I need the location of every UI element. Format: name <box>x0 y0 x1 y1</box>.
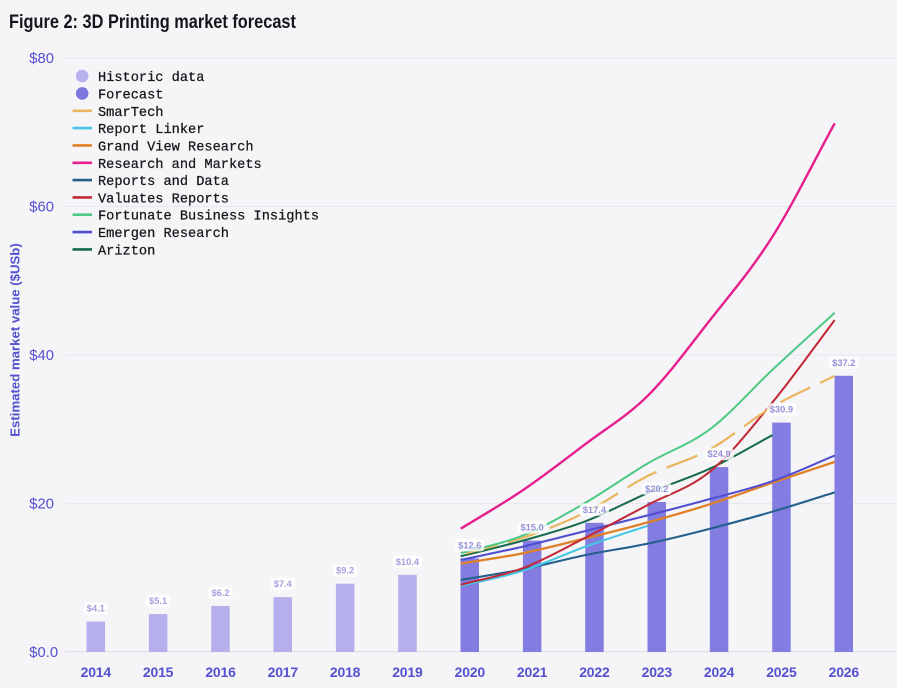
svg-text:Report Linker: Report Linker <box>98 123 204 138</box>
svg-text:Arizton: Arizton <box>98 244 155 259</box>
svg-text:Historic data: Historic data <box>98 71 204 86</box>
svg-text:2017: 2017 <box>268 664 299 680</box>
svg-text:2021: 2021 <box>517 664 548 680</box>
svg-text:$37.2: $37.2 <box>832 358 855 368</box>
svg-text:$4.1: $4.1 <box>87 604 105 614</box>
svg-text:SmarTech: SmarTech <box>98 106 164 121</box>
svg-text:2026: 2026 <box>829 664 860 680</box>
svg-text:Valuates Reports: Valuates Reports <box>98 192 229 207</box>
svg-text:2023: 2023 <box>642 664 673 680</box>
svg-text:2019: 2019 <box>392 664 423 680</box>
svg-text:Forecast: Forecast <box>98 88 164 103</box>
svg-text:2025: 2025 <box>766 664 797 680</box>
svg-text:2016: 2016 <box>205 664 236 680</box>
svg-text:2015: 2015 <box>143 664 174 680</box>
svg-text:2018: 2018 <box>330 664 361 680</box>
svg-text:$10.4: $10.4 <box>396 557 420 567</box>
svg-text:Fortunate Business Insights: Fortunate Business Insights <box>98 210 319 225</box>
svg-text:Emergen Research: Emergen Research <box>98 227 229 242</box>
svg-text:$17.4: $17.4 <box>583 505 607 515</box>
svg-text:Reports and Data: Reports and Data <box>98 175 229 190</box>
svg-text:2024: 2024 <box>704 664 735 680</box>
svg-text:$60: $60 <box>29 199 54 215</box>
svg-text:$15.0: $15.0 <box>520 523 543 533</box>
svg-text:Estimated market value ($USb): Estimated market value ($USb) <box>7 243 22 437</box>
svg-text:$9.2: $9.2 <box>336 566 354 576</box>
svg-text:$6.2: $6.2 <box>211 588 229 598</box>
svg-text:$40: $40 <box>29 348 54 364</box>
svg-text:$20.2: $20.2 <box>645 484 668 494</box>
svg-text:2014: 2014 <box>81 664 112 680</box>
svg-text:Research and Markets: Research and Markets <box>98 158 262 173</box>
svg-text:$0.0: $0.0 <box>29 645 58 661</box>
svg-text:2020: 2020 <box>455 664 486 680</box>
svg-text:$24.9: $24.9 <box>707 449 730 459</box>
svg-text:$80: $80 <box>29 51 54 67</box>
svg-text:$7.4: $7.4 <box>274 579 293 589</box>
svg-text:$20: $20 <box>29 496 54 512</box>
svg-text:$5.1: $5.1 <box>149 596 167 606</box>
svg-text:$12.6: $12.6 <box>458 540 481 550</box>
svg-text:$30.9: $30.9 <box>770 405 793 415</box>
svg-text:Grand View Research: Grand View Research <box>98 140 254 155</box>
svg-text:2022: 2022 <box>579 664 610 680</box>
